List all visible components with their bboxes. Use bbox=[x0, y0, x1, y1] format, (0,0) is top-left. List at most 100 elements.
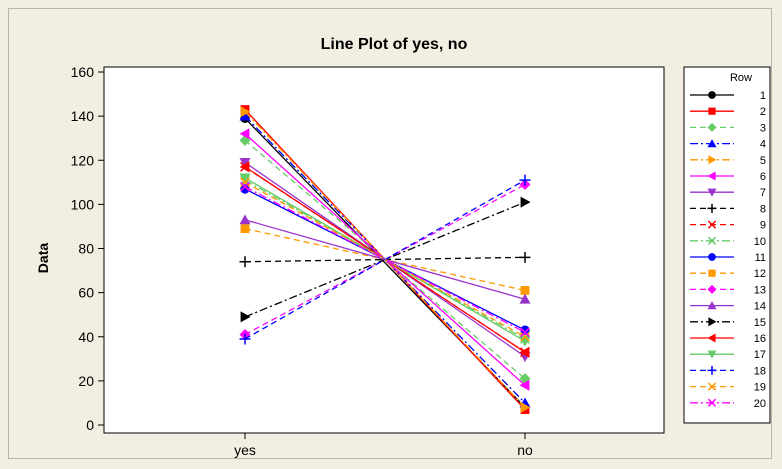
data-point bbox=[520, 331, 530, 342]
legend-label: 11 bbox=[755, 252, 766, 264]
legend-label: 17 bbox=[754, 349, 766, 361]
data-point bbox=[520, 196, 531, 208]
axis-ticks: 0 20 40 60 80 100 120 140 160 yes no bbox=[71, 64, 533, 458]
legend-marker bbox=[707, 382, 717, 391]
series-18 bbox=[239, 174, 531, 345]
legend-item-10: 10 bbox=[690, 236, 766, 248]
legend-label: 16 bbox=[754, 333, 766, 345]
legend-marker bbox=[707, 350, 717, 359]
legend-marker bbox=[707, 365, 717, 375]
y-tick-label: 20 bbox=[78, 373, 94, 389]
legend-box bbox=[683, 66, 771, 424]
legend-item-19: 19 bbox=[690, 382, 766, 394]
series-line bbox=[244, 115, 526, 404]
legend-marker bbox=[708, 107, 716, 115]
data-point bbox=[240, 224, 250, 234]
legend-item-11: 11 bbox=[690, 252, 766, 264]
legend-label: 20 bbox=[754, 398, 766, 410]
legend-item-18: 18 bbox=[690, 365, 766, 377]
legend-label: 9 bbox=[760, 220, 766, 232]
legend-label: 13 bbox=[754, 284, 766, 296]
legend-label: 2 bbox=[760, 106, 766, 118]
series-line bbox=[244, 181, 526, 338]
legend-item-7: 7 bbox=[690, 187, 766, 199]
legend-label: 10 bbox=[754, 236, 766, 248]
series-line bbox=[244, 186, 526, 333]
y-tick-label: 60 bbox=[78, 285, 94, 301]
legend-item-8: 8 bbox=[690, 203, 766, 215]
legend-marker bbox=[708, 317, 717, 327]
legend-marker bbox=[707, 284, 717, 294]
series-19 bbox=[240, 177, 530, 342]
legend-marker bbox=[707, 188, 717, 197]
legend-label: 4 bbox=[760, 139, 766, 151]
legend-item-4: 4 bbox=[690, 139, 766, 151]
series-line bbox=[244, 179, 526, 340]
legend-marker bbox=[707, 236, 717, 245]
data-point bbox=[240, 181, 250, 192]
data-point bbox=[519, 251, 531, 263]
legend-item-16: 16 bbox=[690, 333, 766, 345]
chart-title: Line Plot of yes, no bbox=[321, 36, 468, 53]
legend-item-15: 15 bbox=[690, 317, 766, 329]
legend-item-13: 13 bbox=[690, 284, 766, 296]
data-point bbox=[520, 286, 530, 295]
legend-label: 3 bbox=[760, 122, 766, 134]
y-tick-label: 120 bbox=[71, 152, 95, 168]
legend-marker bbox=[708, 269, 716, 277]
data-point bbox=[240, 184, 250, 194]
legend-marker bbox=[708, 155, 717, 165]
data-point bbox=[239, 161, 250, 173]
legend-marker bbox=[707, 171, 716, 181]
y-tick-label: 80 bbox=[78, 241, 94, 257]
legend-marker bbox=[707, 333, 716, 343]
legend-item-14: 14 bbox=[690, 301, 766, 313]
legend-item-5: 5 bbox=[690, 155, 766, 167]
data-point bbox=[239, 158, 251, 168]
legend-marker bbox=[707, 398, 717, 407]
data-point bbox=[519, 379, 530, 391]
data-point bbox=[239, 214, 251, 225]
legend-item-3: 3 bbox=[690, 122, 766, 134]
legend-label: 1 bbox=[760, 90, 766, 102]
legend-marker bbox=[707, 301, 717, 310]
y-tick-label: 160 bbox=[71, 64, 95, 80]
legend-marker bbox=[707, 139, 717, 148]
series-line bbox=[244, 183, 526, 336]
legend-marker bbox=[708, 253, 716, 261]
y-tick-label: 140 bbox=[71, 108, 95, 124]
data-point bbox=[519, 346, 530, 358]
legend-marker bbox=[708, 91, 716, 99]
data-point bbox=[239, 173, 251, 184]
y-tick-label: 40 bbox=[78, 329, 94, 345]
data-point bbox=[240, 311, 251, 323]
plot-area bbox=[103, 66, 665, 434]
legend-marker bbox=[707, 220, 717, 229]
legend-label: 8 bbox=[760, 203, 766, 215]
data-point bbox=[240, 177, 250, 188]
data-point bbox=[519, 174, 531, 186]
legend-label: 6 bbox=[760, 171, 766, 183]
legend-label: 15 bbox=[754, 317, 766, 329]
x-tick-label: no bbox=[517, 442, 533, 458]
data-point bbox=[520, 401, 531, 413]
legend-marker bbox=[707, 203, 717, 213]
y-axis-title: Data bbox=[35, 243, 51, 274]
series-20 bbox=[240, 181, 530, 338]
y-tick-label: 100 bbox=[71, 196, 95, 212]
legend-item-6: 6 bbox=[690, 171, 766, 183]
legend-label: 14 bbox=[754, 301, 766, 313]
data-point bbox=[520, 325, 530, 335]
legend-item-20: 20 bbox=[690, 398, 766, 410]
legend-marker bbox=[707, 122, 717, 132]
legend-label: 18 bbox=[754, 365, 766, 377]
data-point bbox=[239, 110, 251, 121]
data-point bbox=[520, 327, 530, 338]
data-point bbox=[239, 128, 250, 140]
legend-label: 19 bbox=[754, 382, 766, 394]
data-point bbox=[239, 256, 251, 268]
legend-title: Row bbox=[730, 72, 752, 84]
legend-item-12: 12 bbox=[690, 268, 766, 280]
